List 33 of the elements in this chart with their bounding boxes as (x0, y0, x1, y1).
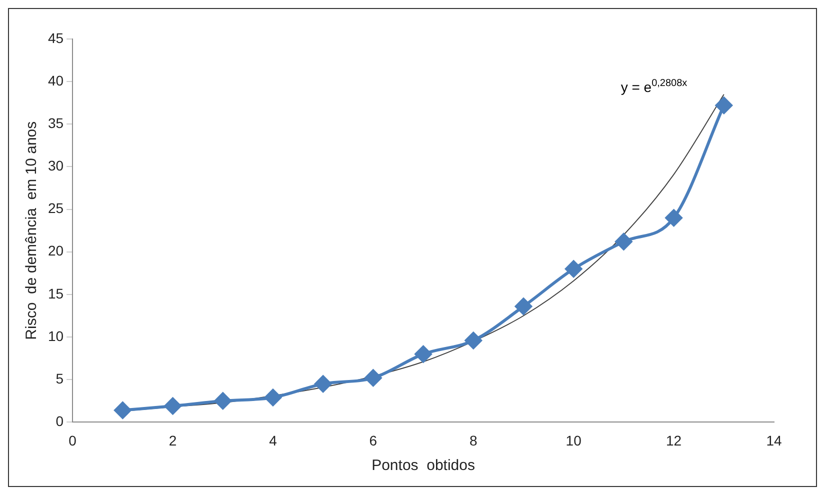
point (314, 375, 332, 392)
point (715, 96, 732, 114)
y-tick-label: 15 (48, 285, 64, 302)
y-tick-label: 30 (48, 158, 64, 174)
point (164, 398, 182, 415)
y-tick-label: 25 (48, 200, 64, 216)
point (565, 260, 582, 278)
x-tick-label: 6 (369, 432, 378, 448)
y-tick-label: 20 (48, 242, 64, 259)
x-tick-label: 2 (168, 432, 177, 448)
y-tick-label: 40 (48, 72, 64, 88)
y-tick-label: 5 (56, 370, 64, 386)
point (414, 346, 432, 363)
point (464, 332, 482, 349)
point (364, 369, 382, 386)
point (214, 392, 232, 410)
point (514, 298, 532, 315)
point (615, 233, 632, 250)
x-tick-label: 4 (269, 432, 278, 448)
y-tick-label: 45 (48, 30, 64, 46)
x-tick-label: 14 (766, 432, 782, 448)
x-tick-label: 10 (566, 432, 582, 448)
y-tick-label: 0 (56, 413, 64, 430)
x-axis-title: Pontos obtidos (372, 457, 475, 474)
point (665, 209, 682, 226)
y-tick-label: 10 (48, 328, 64, 344)
x-tick-label: 12 (666, 432, 682, 448)
y-tick-label: 35 (48, 115, 64, 132)
x-tick-label: 0 (68, 432, 77, 448)
point (114, 402, 132, 419)
x-tick-label: 8 (469, 432, 478, 448)
y-axis-title: Risco de demência em 10 anos (23, 121, 40, 340)
point (264, 389, 282, 406)
